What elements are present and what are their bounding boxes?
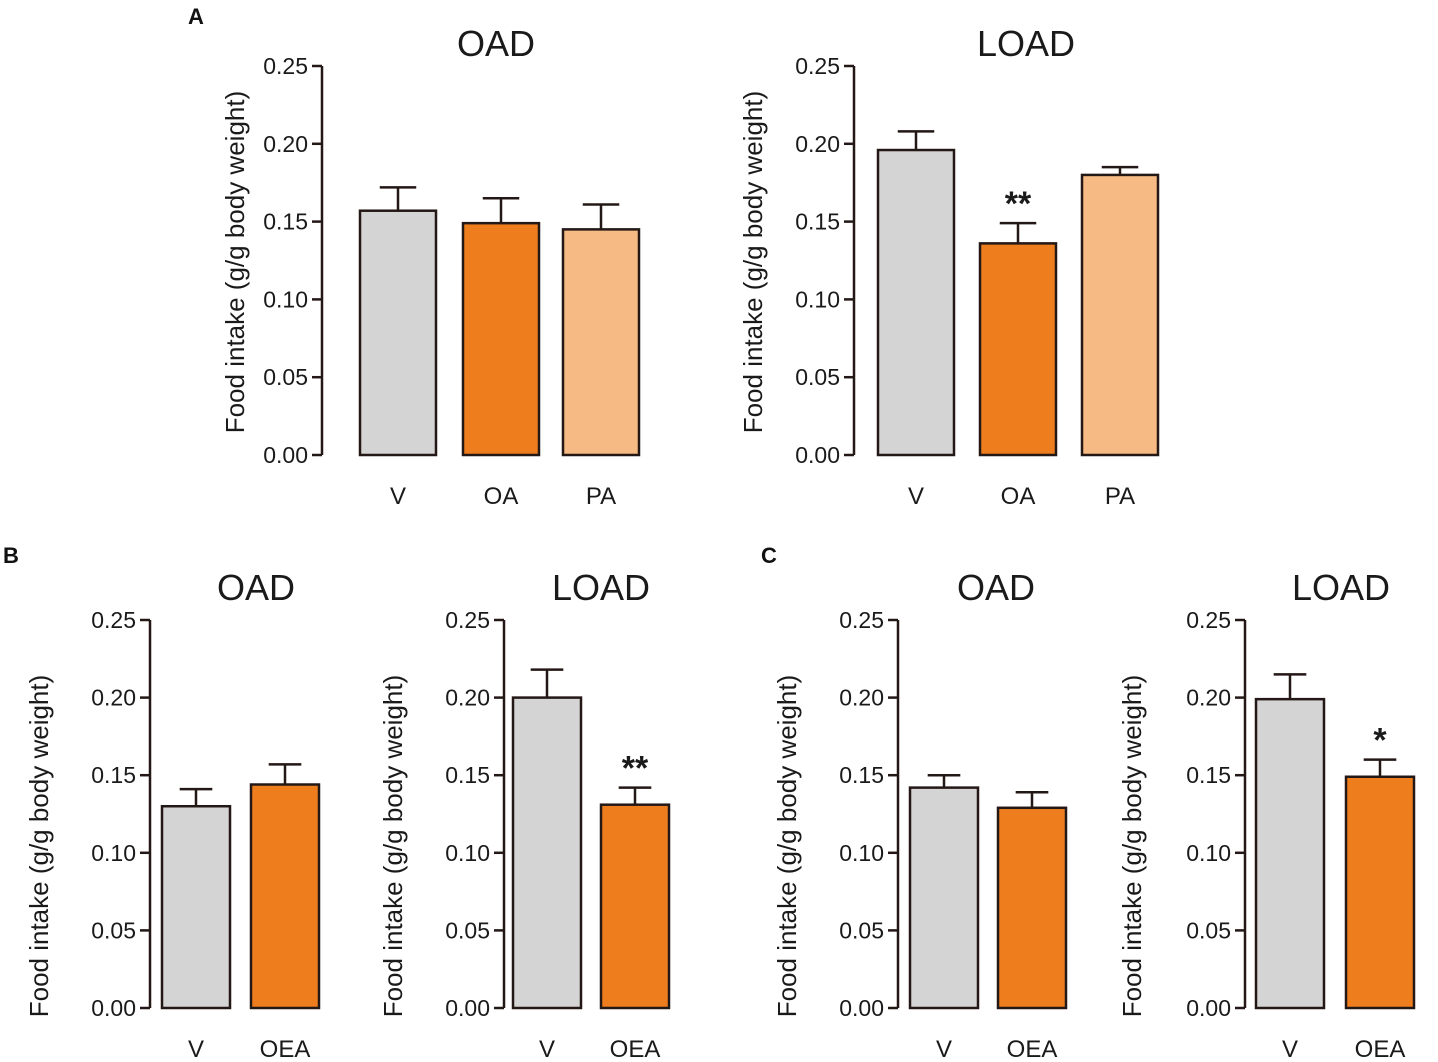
chart-b-load-tick-label: 0.20 — [445, 685, 490, 711]
chart-a-load-tick-label: 0.00 — [795, 442, 840, 468]
chart-c-load-tick-label: 0.15 — [1186, 762, 1231, 788]
chart-a-oad-bar-pa — [561, 228, 641, 457]
chart-c-oad: OAD Food intake (g/g body weight) 0.00 0.05… — [772, 567, 1068, 1062]
chart-c-oad-tick-label: 0.00 — [839, 995, 884, 1021]
chart-a-oad-tick-label: 0.00 — [263, 442, 308, 468]
chart-b-load-title: LOAD — [552, 567, 650, 608]
chart-a-load-bar-v — [876, 148, 956, 457]
chart-c-oad-category-label-oea: OEA — [1007, 1036, 1058, 1062]
panel-label-a: A — [188, 4, 204, 29]
chart-a-oad-bar-oa — [461, 221, 541, 457]
chart-c-load-bar-v — [1254, 697, 1326, 1010]
chart-b-oad-y-axis-label: Food intake (g/g body weight) — [24, 675, 54, 1018]
chart-b-oad-title: OAD — [217, 567, 295, 608]
chart-b-oad-bar-v — [160, 804, 232, 1010]
chart-a-oad-tick-label: 0.10 — [263, 286, 308, 312]
chart-b-load-tick-label: 0.15 — [445, 762, 490, 788]
chart-b-load-tick-label: 0.00 — [445, 995, 490, 1021]
chart-b-load-bar-oea — [599, 803, 671, 1010]
panel-label-c: C — [761, 543, 777, 568]
chart-a-load-tick-label: 0.20 — [795, 131, 840, 157]
chart-c-oad-tick-label: 0.10 — [839, 840, 884, 866]
chart-b-oad-tick-label: 0.15 — [91, 762, 136, 788]
chart-a-oad-category-label-v: V — [390, 483, 406, 510]
chart-c-oad-tick-label: 0.05 — [839, 917, 884, 943]
chart-a-load-category-label-pa: PA — [1105, 483, 1135, 510]
chart-b-oad-tick-label: 0.05 — [91, 917, 136, 943]
chart-a-oad-title: OAD — [457, 23, 535, 64]
chart-a-oad-tick-label: 0.05 — [263, 364, 308, 390]
chart-b-load-tick-label: 0.25 — [445, 607, 490, 633]
panel-label-b: B — [3, 543, 19, 568]
chart-a-oad-tick-label: 0.20 — [263, 131, 308, 157]
chart-a-load-y-axis-label: Food intake (g/g body weight) — [738, 91, 768, 434]
chart-b-load-tick-label: 0.10 — [445, 840, 490, 866]
chart-c-load-tick-label: 0.20 — [1186, 685, 1231, 711]
chart-c-oad-title: OAD — [957, 567, 1035, 608]
chart-a-oad-bar-v — [358, 209, 438, 457]
chart-c-oad-bar-oea — [996, 806, 1068, 1010]
chart-c-load: LOAD Food intake (g/g body weight) 0.00 0.0… — [1117, 567, 1416, 1062]
chart-a-oad-tick-label: 0.25 — [263, 53, 308, 79]
chart-c-oad-tick-label: 0.25 — [839, 607, 884, 633]
chart-c-load-tick-label: 0.05 — [1186, 917, 1231, 943]
chart-c-load-tick-label: 0.00 — [1186, 995, 1231, 1021]
chart-c-load-y-axis-label: Food intake (g/g body weight) — [1117, 675, 1147, 1018]
chart-b-load-category-label-oea: OEA — [610, 1036, 661, 1062]
chart-a-oad-y-axis-label: Food intake (g/g body weight) — [220, 91, 250, 434]
chart-b-load-tick-label: 0.05 — [445, 917, 490, 943]
chart-c-load-tick-label: 0.25 — [1186, 607, 1231, 633]
chart-a-load-tick-label: 0.10 — [795, 286, 840, 312]
chart-a-load: LOAD Food intake (g/g body weight) 0.00 0.0… — [738, 23, 1160, 510]
chart-c-load-bar-oea — [1344, 775, 1416, 1010]
chart-a-load-tick-label: 0.25 — [795, 53, 840, 79]
chart-a-oad: OAD Food intake (g/g body weight) 0.00 0.05… — [220, 23, 641, 510]
chart-a-load-bar-oa-significance-marker: ** — [1005, 185, 1032, 223]
chart-c-load-title: LOAD — [1292, 567, 1390, 608]
chart-b-oad-category-label-oea: OEA — [260, 1036, 311, 1062]
chart-a-load-category-label-oa: OA — [1001, 483, 1036, 510]
chart-b-oad-bar-oea — [249, 783, 321, 1010]
chart-c-oad-tick-label: 0.20 — [839, 685, 884, 711]
chart-a-load-tick-label: 0.05 — [795, 364, 840, 390]
chart-b-oad: OAD Food intake (g/g body weight) 0.00 0.05… — [24, 567, 321, 1062]
chart-c-oad-tick-label: 0.15 — [839, 762, 884, 788]
chart-b-load: LOAD Food intake (g/g body weight) 0.00 0.0… — [378, 567, 671, 1062]
chart-c-oad-y-axis-label: Food intake (g/g body weight) — [772, 675, 802, 1018]
chart-a-load-bar-pa — [1080, 173, 1160, 457]
chart-a-load-title: LOAD — [977, 23, 1075, 64]
chart-c-load-category-label-oea: OEA — [1355, 1036, 1406, 1062]
chart-c-oad-category-label-v: V — [936, 1036, 952, 1062]
chart-a-oad-tick-label: 0.15 — [263, 209, 308, 235]
chart-b-oad-tick-label: 0.00 — [91, 995, 136, 1021]
chart-b-load-bar-oea-significance-marker: ** — [622, 750, 649, 788]
chart-c-oad-bar-v — [908, 786, 980, 1010]
chart-b-load-category-label-v: V — [539, 1036, 555, 1062]
chart-b-oad-tick-label: 0.10 — [91, 840, 136, 866]
chart-b-oad-tick-label: 0.20 — [91, 685, 136, 711]
chart-b-oad-category-label-v: V — [188, 1036, 204, 1062]
chart-a-load-bar-oa — [978, 242, 1058, 457]
chart-a-load-tick-label: 0.15 — [795, 209, 840, 235]
chart-b-load-y-axis-label: Food intake (g/g body weight) — [378, 675, 408, 1018]
chart-c-load-tick-label: 0.10 — [1186, 840, 1231, 866]
chart-a-load-category-label-v: V — [908, 483, 924, 510]
chart-c-load-bar-oea-significance-marker: * — [1373, 722, 1387, 760]
chart-a-oad-category-label-pa: PA — [586, 483, 616, 510]
chart-a-oad-category-label-oa: OA — [484, 483, 519, 510]
chart-c-load-category-label-v: V — [1282, 1036, 1298, 1062]
chart-b-oad-tick-label: 0.25 — [91, 607, 136, 633]
chart-b-load-bar-v — [511, 696, 583, 1010]
charts-layer: OAD Food intake (g/g body weight) 0.00 0.05… — [24, 23, 1416, 1062]
